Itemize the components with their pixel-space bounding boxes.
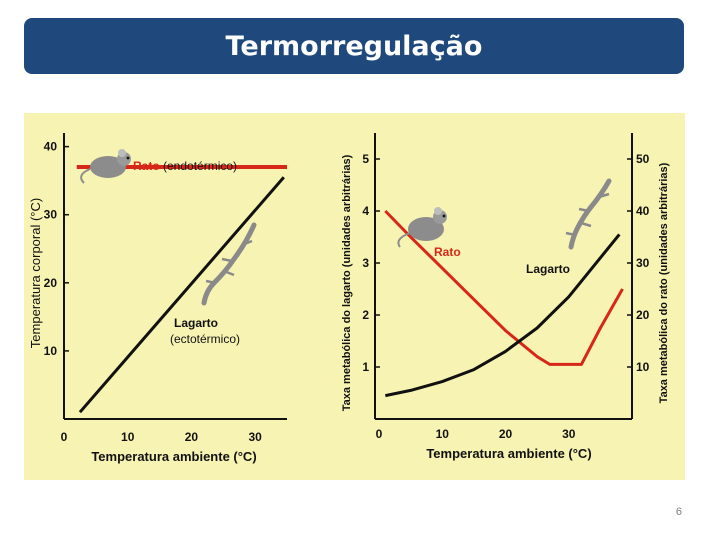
slide-title-bar: Termorregulação	[24, 18, 684, 74]
left-y-tick-label: 30	[44, 208, 58, 222]
left-rat-label: Rato (endotérmico)	[133, 159, 237, 173]
right-y-right-tick-label: 50	[636, 152, 650, 166]
right-y-right-tick-label: 30	[636, 256, 650, 270]
right-y-left-tick-label: 1	[362, 360, 369, 374]
right-x-tick-label: 30	[562, 427, 576, 441]
right-ylabel-right: Taxa metabólica do rato (unidades arbitr…	[658, 162, 670, 403]
right-y-right-tick-label: 40	[636, 204, 650, 218]
right-ylabel-left: Taxa metabólica do lagarto (unidades arb…	[341, 154, 353, 411]
left-rat-label-name: Rato	[133, 159, 160, 173]
right-y-right-tick-label: 20	[636, 308, 650, 322]
right-y-left-tick-label: 4	[362, 204, 369, 218]
left-y-tick-label: 40	[44, 140, 58, 154]
right-x-tick-label: 0	[376, 427, 383, 441]
right-y-right-tick-label: 10	[636, 360, 650, 374]
series-line-lizard	[78, 176, 285, 414]
slide-title: Termorregulação	[225, 30, 483, 62]
chart-right: 0 10 20 30 1 2 3 4 5 10 20 30 40 50 Taxa metabólica d…	[341, 133, 670, 461]
slide-number: 6	[675, 506, 682, 518]
left-xlabel: Temperatura ambiente (°C)	[91, 449, 256, 464]
left-lizard-sublabel: (ectotérmico)	[170, 332, 240, 346]
right-xlabel: Temperatura ambiente (°C)	[426, 446, 591, 461]
figure-panel: 0 10 20 30 10 20 30 40 Temperatura corporal (°C…	[24, 113, 685, 480]
left-x-tick-label: 20	[185, 430, 199, 444]
series-line-lizard	[385, 233, 621, 398]
chart-left: 0 10 20 30 10 20 30 40 Temperatura corporal (°C…	[28, 133, 287, 464]
rat-icon	[397, 207, 447, 248]
left-rat-label-type: (endotérmico)	[163, 159, 237, 173]
lizard-icon	[565, 178, 612, 250]
right-y-left-tick-label: 5	[362, 152, 369, 166]
left-x-tick-label: 30	[248, 430, 262, 444]
right-rat-label: Rato	[434, 245, 461, 259]
left-ylabel: Temperatura corporal (°C)	[28, 198, 43, 348]
right-y-left-tick-label: 2	[362, 308, 369, 322]
left-y-tick-label: 20	[44, 276, 58, 290]
left-y-tick-label: 10	[44, 344, 58, 358]
right-lizard-label: Lagarto	[526, 262, 570, 276]
right-y-left-tick-label: 3	[362, 256, 369, 270]
series-line-rat	[384, 209, 624, 366]
left-x-tick-label: 0	[61, 430, 68, 444]
rat-icon	[80, 149, 131, 184]
left-lizard-label: Lagarto	[174, 316, 218, 330]
left-x-tick-label: 10	[121, 430, 135, 444]
right-x-tick-label: 20	[499, 427, 513, 441]
right-x-tick-label: 10	[436, 427, 450, 441]
lizard-icon	[201, 222, 257, 306]
